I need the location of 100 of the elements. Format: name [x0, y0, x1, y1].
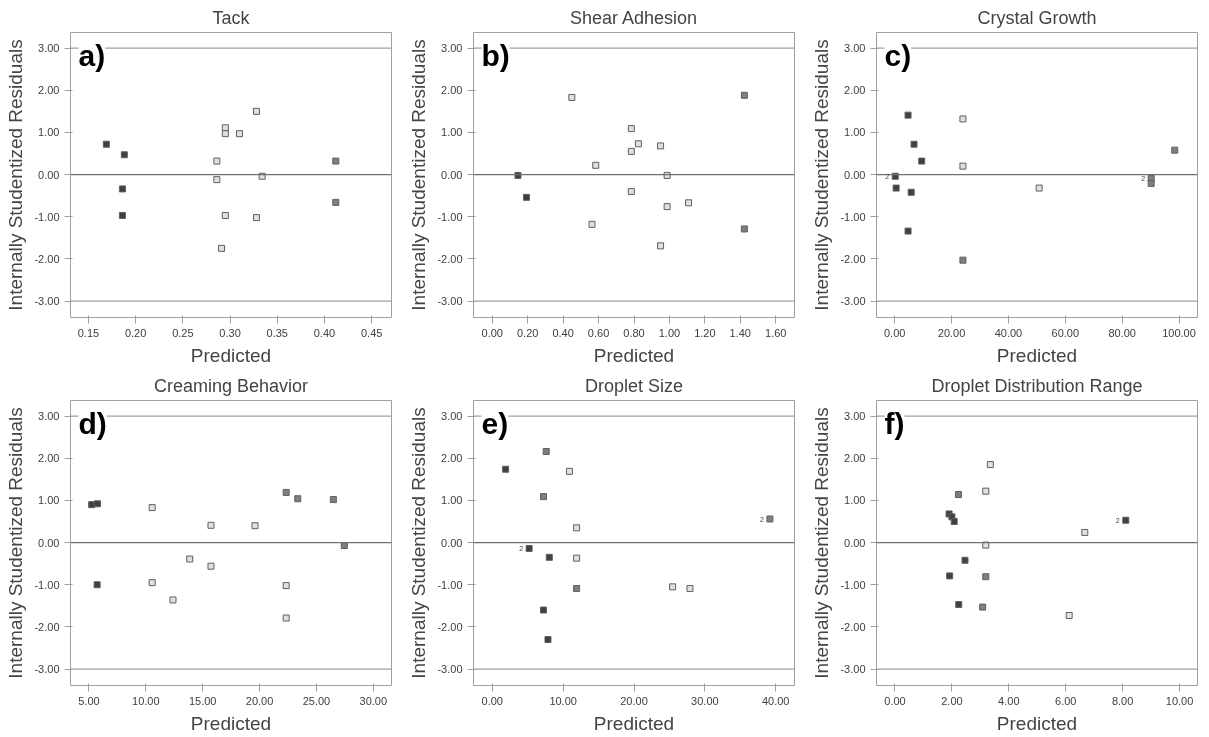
y-tick-label: 0.00 [441, 536, 463, 549]
y-tick-label: 0.00 [844, 168, 866, 181]
y-tick-label: 3.00 [38, 42, 60, 55]
y-tick-label: -2.00 [437, 620, 463, 633]
x-tick-label: 80.00 [1108, 326, 1136, 339]
x-tick-label: 0.20 [517, 326, 539, 339]
x-tick-label: 0.40 [313, 326, 336, 339]
y-tick-label: -3.00 [437, 295, 463, 308]
y-tick-label: 2.00 [441, 452, 463, 465]
x-tick-label: 0.25 [172, 326, 194, 339]
x-tick-label: 1.60 [765, 326, 787, 339]
x-tick-label: 60.00 [1051, 326, 1080, 339]
x-axis-title: Predicted [190, 344, 272, 366]
chart-title: Crystal Growth [977, 7, 1097, 28]
annotation: c) [884, 38, 912, 72]
x-tick-label: 10.00 [1165, 694, 1194, 707]
annotation: d) [78, 406, 107, 440]
x-tick-label: 0.30 [219, 326, 241, 339]
x-tick-label: 1.00 [658, 326, 681, 339]
y-tick-label: 0.00 [38, 168, 60, 181]
x-axis-title: Predicted [593, 712, 675, 734]
x-tick-label: 1.20 [694, 326, 716, 339]
x-tick-label: 8.00 [1111, 694, 1134, 707]
y-tick-label: -2.00 [840, 252, 866, 265]
y-tick-label: -1.00 [34, 210, 60, 223]
annotation: a) [78, 38, 106, 72]
y-tick-label: 1.00 [441, 126, 463, 139]
annotation: e) [481, 406, 509, 440]
x-tick-label: 30.00 [359, 694, 388, 707]
x-axis-title: Predicted [593, 344, 675, 366]
x-tick-label: 0.35 [266, 326, 288, 339]
y-tick-label: -1.00 [840, 210, 866, 223]
y-tick-label: -2.00 [34, 252, 60, 265]
y-tick-label: -3.00 [437, 663, 463, 676]
y-tick-label: 1.00 [441, 494, 463, 507]
y-axis-title: Internally Studentized Residuals [408, 39, 430, 311]
y-tick-label: 1.00 [844, 494, 866, 507]
x-tick-label: 6.00 [1055, 694, 1077, 707]
y-tick-label: 2.00 [38, 452, 60, 465]
y-tick-label: -1.00 [34, 578, 60, 591]
x-tick-label: 4.00 [998, 694, 1020, 707]
y-tick-label: -3.00 [34, 295, 60, 308]
x-tick-label: 40.00 [994, 326, 1023, 339]
y-tick-label: -3.00 [34, 663, 60, 676]
x-tick-label: 0.20 [124, 326, 147, 339]
y-axis-title: Internally Studentized Residuals [811, 407, 833, 679]
y-axis-title: Internally Studentized Residuals [408, 407, 430, 679]
x-tick-label: 30.00 [691, 694, 719, 707]
x-tick-label: 10.00 [549, 694, 577, 707]
y-tick-label: -3.00 [840, 295, 866, 308]
y-tick-label: -2.00 [437, 252, 463, 265]
x-tick-label: 25.00 [302, 694, 331, 707]
y-tick-label: 0.00 [844, 536, 866, 549]
x-tick-label: 2.00 [941, 694, 963, 707]
x-tick-label: 0.00 [883, 326, 906, 339]
y-tick-label: 3.00 [441, 42, 463, 55]
x-tick-label: 5.00 [78, 694, 100, 707]
x-tick-label: 1.40 [729, 326, 752, 339]
y-tick-label: 3.00 [441, 410, 463, 423]
y-tick-label: 1.00 [38, 126, 60, 139]
y-tick-label: 0.00 [38, 536, 60, 549]
chart-title: Droplet Size [584, 375, 684, 396]
x-tick-label: 10.00 [132, 694, 160, 707]
y-tick-label: -3.00 [840, 663, 866, 676]
x-tick-label: 0.40 [552, 326, 574, 339]
y-tick-label: 3.00 [844, 410, 866, 423]
x-tick-label: 0.60 [587, 326, 610, 339]
y-tick-label: 3.00 [844, 42, 866, 55]
y-tick-label: -1.00 [437, 578, 463, 591]
x-axis-title: Predicted [996, 344, 1078, 366]
x-axis-title: Predicted [190, 712, 272, 734]
x-tick-label: 0.80 [623, 326, 645, 339]
y-axis-title: Internally Studentized Residuals [5, 407, 27, 679]
x-tick-label: 40.00 [761, 694, 790, 707]
x-tick-label: 20.00 [937, 326, 966, 339]
y-tick-label: -1.00 [437, 210, 463, 223]
annotation: f) [884, 406, 905, 440]
x-tick-label: 0.15 [77, 326, 100, 339]
y-tick-label: 0.00 [441, 168, 463, 181]
y-axis-title: Internally Studentized Residuals [811, 39, 833, 311]
x-tick-label: 0.45 [360, 326, 383, 339]
x-tick-label: 20.00 [620, 694, 648, 707]
x-tick-label: 0.00 [481, 694, 503, 707]
annotation: b) [481, 38, 510, 72]
y-tick-label: 2.00 [38, 84, 60, 97]
y-tick-label: 2.00 [844, 84, 866, 97]
x-axis-title: Predicted [996, 712, 1078, 734]
y-tick-label: 1.00 [844, 126, 866, 139]
y-tick-label: -2.00 [34, 620, 60, 633]
x-tick-label: 20.00 [245, 694, 274, 707]
x-tick-label: 15.00 [188, 694, 217, 707]
chart-title: Creaming Behavior [153, 375, 309, 396]
y-tick-label: -2.00 [840, 620, 866, 633]
x-tick-label: 0.00 [884, 694, 906, 707]
x-tick-label: 100.00 [1162, 326, 1196, 339]
chart-title: Shear Adhesion [569, 7, 698, 28]
x-tick-label: 0.00 [481, 326, 503, 339]
y-tick-label: 2.00 [441, 84, 463, 97]
y-tick-label: 2.00 [844, 452, 866, 465]
y-tick-label: 3.00 [38, 410, 60, 423]
